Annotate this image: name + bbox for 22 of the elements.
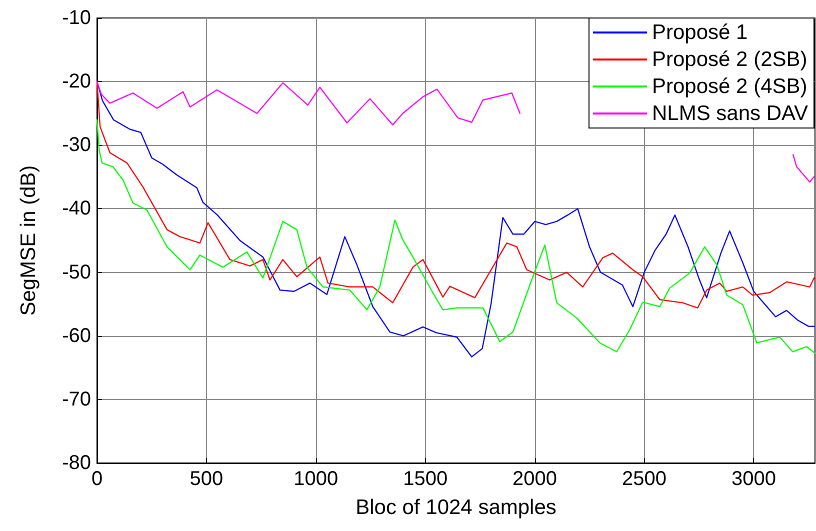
- legend-label: Proposé 2 (2SB): [652, 48, 808, 71]
- x-axis-title: Bloc of 1024 samples: [356, 496, 556, 519]
- y-tick-label: -10: [62, 7, 91, 29]
- y-tick-label: -40: [62, 198, 91, 220]
- x-tick-label: 2500: [622, 468, 667, 490]
- y-tick-label: -50: [62, 261, 91, 284]
- x-tick-label: 1500: [403, 468, 448, 490]
- y-tick-label: -60: [62, 324, 91, 347]
- y-tick-label: -30: [62, 134, 91, 156]
- y-tick-label: -80: [62, 452, 91, 474]
- legend-label: Proposé 1: [652, 21, 748, 44]
- legend-label: Proposé 2 (4SB): [652, 75, 808, 98]
- x-tick-label: 3000: [731, 468, 776, 490]
- x-tick-label: 0: [91, 468, 103, 490]
- x-tick-label: 500: [190, 468, 224, 490]
- x-tick-label: 1000: [294, 468, 338, 490]
- y-axis-title: SegMSE in (dB): [17, 165, 40, 316]
- x-tick-label: 2000: [512, 468, 558, 490]
- line-series: [96, 119, 816, 354]
- legend-label: NLMS sans DAV: [652, 102, 808, 125]
- y-tick-label: -70: [62, 388, 91, 410]
- y-tick-label: -20: [62, 70, 91, 93]
